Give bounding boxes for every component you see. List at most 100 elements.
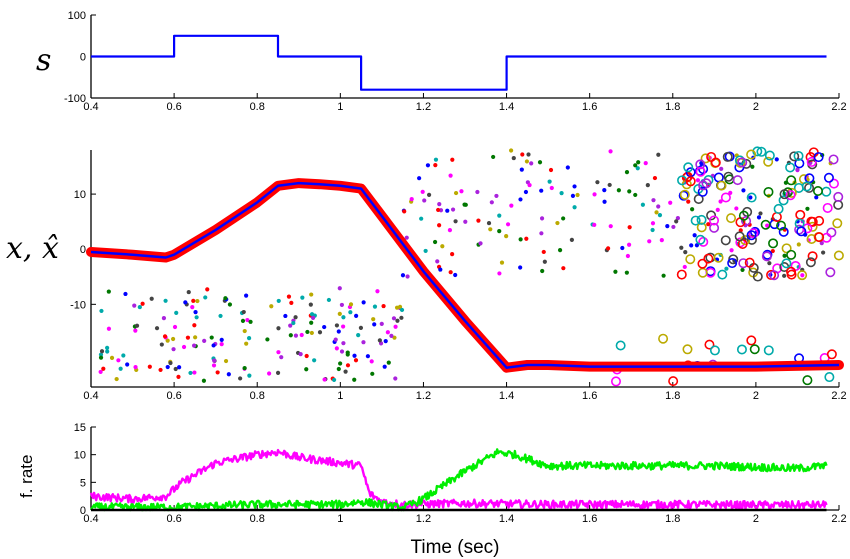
spike-point bbox=[193, 335, 198, 340]
spike-ring-point bbox=[727, 258, 738, 269]
spike-point bbox=[569, 237, 574, 242]
spike-point bbox=[205, 287, 210, 292]
spike-point bbox=[602, 188, 607, 193]
spike-point bbox=[372, 304, 378, 309]
spike-point bbox=[448, 270, 453, 275]
spike-point bbox=[523, 189, 529, 195]
spike-point bbox=[336, 329, 341, 334]
spike-point bbox=[402, 209, 407, 214]
spike-point bbox=[186, 289, 191, 295]
spike-ring-point bbox=[713, 252, 724, 263]
spike-point bbox=[409, 196, 414, 202]
spike-ring-point bbox=[824, 372, 835, 383]
spike-ring-point bbox=[722, 151, 733, 162]
spike-point bbox=[345, 363, 351, 368]
spike-point bbox=[382, 364, 387, 369]
spike-point bbox=[478, 241, 483, 246]
spike-ring-point bbox=[698, 180, 709, 191]
x-tick-label: 1.6 bbox=[582, 513, 597, 525]
series-line-0 bbox=[91, 34, 827, 91]
spike-point bbox=[486, 220, 492, 226]
y-tick-label: 0 bbox=[80, 505, 86, 517]
spike-point bbox=[433, 157, 439, 162]
spike-point bbox=[154, 326, 160, 331]
spike-ring-point bbox=[833, 199, 844, 210]
spike-point bbox=[782, 273, 787, 278]
spike-ring-point bbox=[795, 209, 806, 220]
spike-point bbox=[539, 188, 544, 193]
spike-point bbox=[650, 221, 656, 226]
spike-ring-point bbox=[828, 178, 839, 189]
spike-point bbox=[195, 298, 200, 304]
spike-ring-point bbox=[720, 192, 731, 203]
spike-point bbox=[269, 304, 274, 309]
spike-point bbox=[805, 206, 810, 211]
spike-point bbox=[304, 353, 309, 359]
spike-point bbox=[796, 242, 801, 247]
spike-point bbox=[369, 359, 374, 364]
spike-point bbox=[654, 210, 659, 215]
x-tick-label: 0.8 bbox=[250, 101, 265, 113]
spike-point bbox=[309, 320, 314, 325]
spike-ring-point bbox=[756, 146, 767, 157]
spike-point bbox=[352, 353, 357, 358]
spike-point bbox=[555, 220, 560, 226]
spike-point bbox=[173, 366, 178, 372]
spike-ring-point bbox=[763, 186, 774, 197]
spike-point bbox=[476, 218, 481, 223]
spike-point bbox=[299, 332, 304, 338]
spike-point bbox=[592, 222, 597, 228]
spike-ring-point bbox=[796, 226, 807, 237]
spike-point bbox=[435, 259, 440, 264]
spike-ring-point bbox=[738, 258, 749, 269]
spike-point bbox=[333, 337, 338, 342]
spike-ring-point bbox=[746, 335, 757, 346]
spike-point bbox=[202, 338, 207, 343]
spike-point bbox=[215, 370, 220, 375]
spike-ring-point bbox=[683, 162, 694, 173]
spike-point bbox=[774, 157, 779, 162]
spike-point bbox=[651, 198, 656, 203]
spike-ring-point bbox=[833, 191, 844, 202]
spike-point bbox=[317, 330, 323, 335]
spike-point bbox=[288, 323, 293, 328]
spike-point bbox=[539, 231, 544, 236]
spike-point bbox=[616, 188, 621, 193]
spike-point bbox=[354, 313, 359, 318]
spike-point bbox=[140, 301, 145, 306]
spike-point bbox=[748, 195, 753, 200]
spike-point bbox=[219, 341, 224, 347]
spike-point bbox=[304, 367, 309, 372]
spike-point bbox=[627, 189, 632, 194]
spike-point bbox=[158, 367, 163, 373]
spike-point bbox=[572, 205, 577, 210]
spike-point bbox=[371, 317, 376, 322]
spike-point bbox=[527, 182, 532, 188]
spike-point bbox=[686, 199, 691, 204]
spike-point bbox=[381, 303, 386, 309]
ylabel-x-hat: x, x̂ bbox=[6, 231, 59, 266]
spike-point bbox=[134, 323, 140, 328]
spike-point bbox=[106, 289, 111, 294]
spike-point bbox=[165, 338, 170, 343]
spike-point bbox=[193, 310, 198, 315]
x-tick-label: 0.4 bbox=[83, 390, 98, 402]
spike-point bbox=[453, 219, 458, 224]
spike-ring-point bbox=[610, 376, 621, 387]
spike-point bbox=[326, 297, 332, 303]
x-tick-label: 1.2 bbox=[416, 390, 431, 402]
spike-point bbox=[309, 292, 314, 297]
spike-point bbox=[361, 340, 366, 345]
spike-point bbox=[695, 178, 701, 183]
spike-ring-point bbox=[773, 203, 784, 214]
spike-point bbox=[293, 333, 299, 338]
spike-point bbox=[137, 304, 142, 310]
spike-point bbox=[370, 371, 375, 376]
spike-ring-point bbox=[746, 192, 757, 203]
spike-point bbox=[386, 360, 391, 365]
spike-point bbox=[132, 303, 137, 308]
spike-point bbox=[679, 245, 684, 250]
spike-point bbox=[341, 315, 346, 320]
spike-point bbox=[509, 203, 514, 208]
